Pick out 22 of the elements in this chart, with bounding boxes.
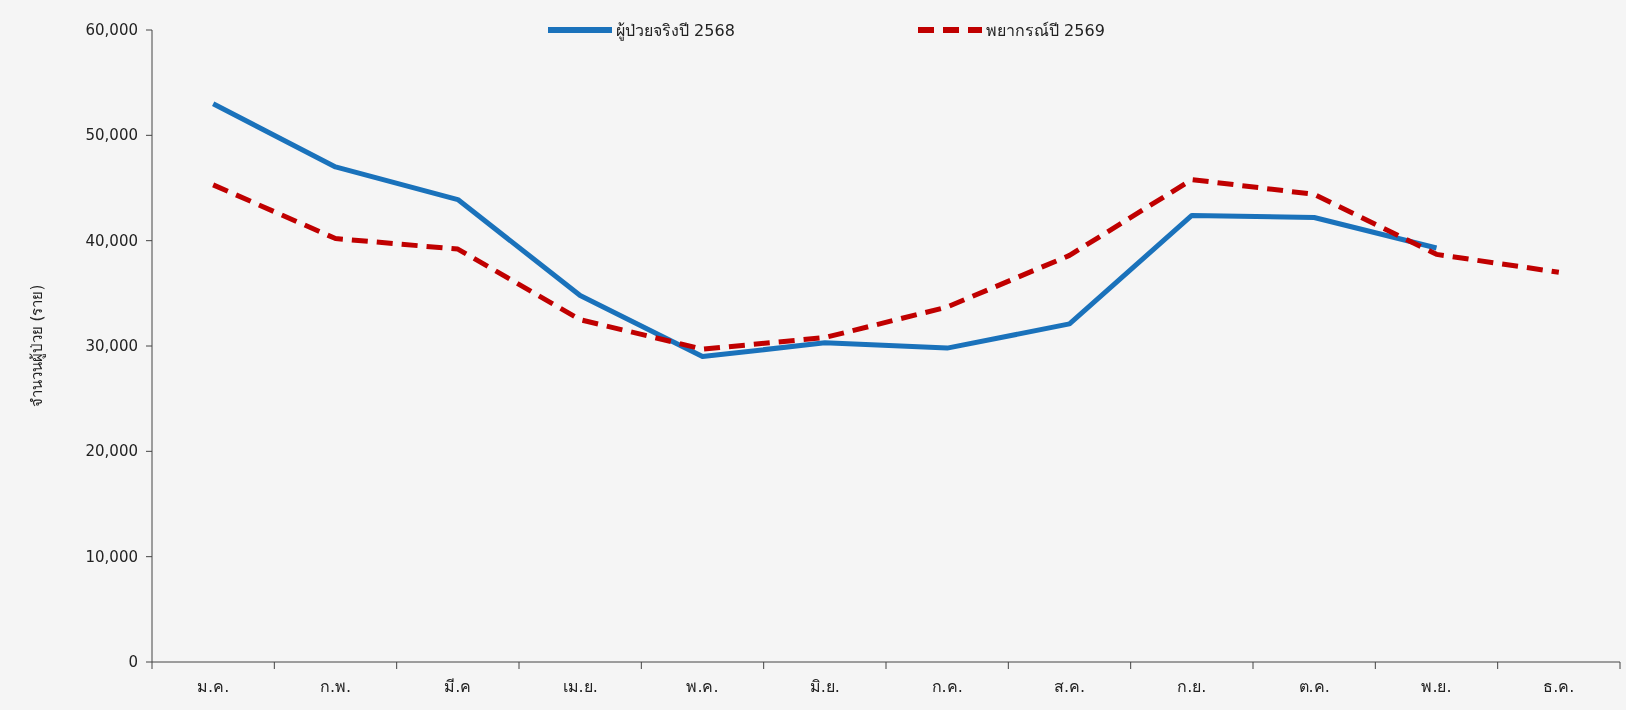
- y-tick-label: 0: [128, 653, 138, 671]
- legend-label: พยากรณ์ปี 2569: [986, 21, 1105, 40]
- y-tick-label: 30,000: [85, 337, 138, 355]
- x-tick-label: ก.พ.: [319, 677, 352, 696]
- x-tick-label: ก.ย.: [1177, 677, 1207, 696]
- x-tick-label: ธ.ค.: [1543, 677, 1575, 696]
- y-tick-label: 50,000: [85, 126, 138, 145]
- y-axis-title: จำนวนผู้ป่วย (ราย): [28, 284, 46, 408]
- x-tick-label: มี.ค: [444, 677, 472, 696]
- x-tick-label: พ.ค.: [686, 677, 719, 696]
- x-tick-label: ส.ค.: [1053, 677, 1086, 696]
- x-tick-label: มิ.ย.: [809, 677, 840, 696]
- x-tick-label: ม.ค.: [197, 677, 230, 696]
- x-tick-label: เม.ย.: [562, 677, 598, 696]
- x-tick-label: ก.ค.: [931, 677, 963, 696]
- x-tick-label: ต.ค.: [1298, 677, 1330, 696]
- legend-label: ผู้ป่วยจริงปี 2568: [616, 21, 735, 41]
- y-tick-label: 60,000: [85, 21, 138, 39]
- y-tick-label: 40,000: [85, 231, 138, 250]
- x-tick-label: พ.ย.: [1421, 677, 1452, 696]
- y-tick-label: 20,000: [85, 442, 138, 461]
- y-tick-label: 10,000: [85, 547, 138, 566]
